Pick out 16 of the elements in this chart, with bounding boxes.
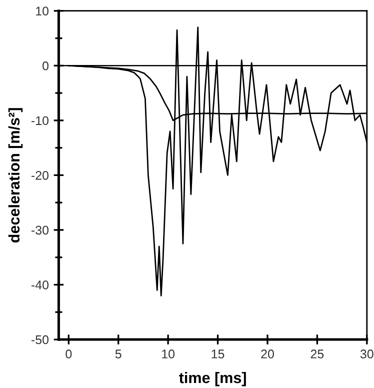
- y-tick-label: -50: [31, 335, 49, 344]
- x-tick-label: 10: [162, 350, 175, 358]
- x-tick-label: 15: [212, 350, 224, 358]
- y-tick-label: -40: [31, 280, 49, 290]
- x-tick-label: 25: [310, 350, 324, 358]
- y-axis-title: deceleration [m/s²]: [8, 108, 23, 242]
- x-axis-title: time [ms]: [179, 372, 246, 386]
- y-tick-label: 0: [42, 61, 49, 70]
- y-tick-label: -10: [31, 116, 49, 126]
- x-tick-label: 0: [66, 350, 72, 358]
- x-tick-label: 20: [261, 350, 274, 358]
- x-tick-label: 5: [115, 350, 122, 358]
- y-tick-label: 10: [36, 6, 49, 16]
- y-tick-label: -20: [31, 170, 49, 180]
- y-tick-label: -30: [31, 226, 49, 235]
- x-tick-label: 30: [360, 350, 374, 358]
